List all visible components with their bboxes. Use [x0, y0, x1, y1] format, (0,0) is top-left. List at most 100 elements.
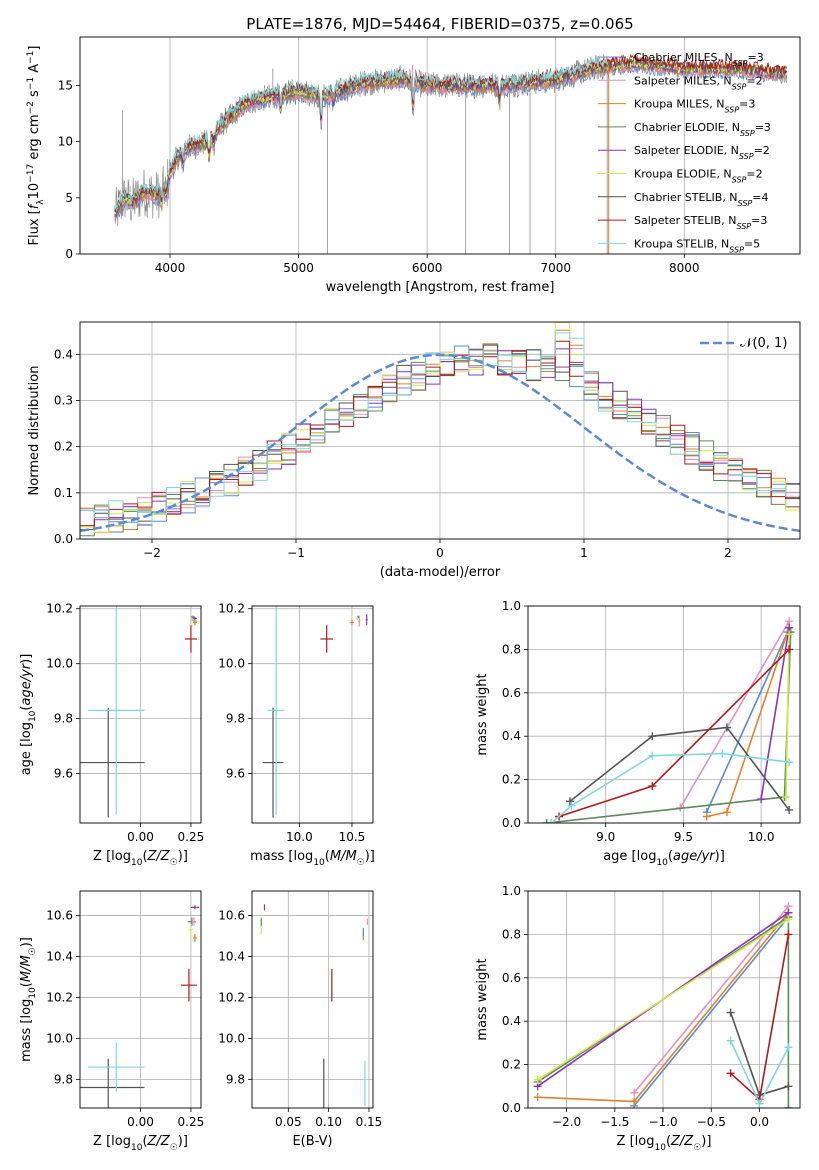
- weight-marker: [782, 792, 791, 801]
- x-tick-label: 5000: [283, 261, 314, 275]
- errorbar-point: [192, 933, 197, 943]
- errorbar-point: [192, 616, 197, 620]
- weight-line-chabrier-stelib: [569, 726, 790, 811]
- x-tick-label: 10.0: [286, 830, 313, 844]
- weight-marker: [785, 805, 794, 814]
- axes-frame: [251, 605, 374, 824]
- y-axis-label: age [log10(age/yr)]: [19, 654, 38, 776]
- weight-marker: [726, 1008, 735, 1017]
- weight-marker: [648, 751, 657, 760]
- errorbar-point: [184, 625, 197, 653]
- weight-marker: [784, 1082, 793, 1091]
- y-tick-label: 9.8: [226, 1072, 245, 1086]
- y-tick-label: 10.6: [46, 909, 73, 923]
- y-tick-label: 10.6: [218, 909, 245, 923]
- errorbar-point: [267, 606, 285, 815]
- x-tick-label: 0.05: [275, 1115, 302, 1129]
- x-axis-label: Z [log10(Z/Z☉)]: [93, 1134, 188, 1153]
- plot-area: [260, 904, 368, 1108]
- x-tick-label: −2.0: [552, 1115, 581, 1129]
- y-tick-label: 9.8: [226, 712, 245, 726]
- x-tick-label: −1.0: [648, 1115, 677, 1129]
- histogram-kroupa-stelib: [80, 332, 800, 525]
- weight-vs-metallicity-panel: −2.0 −1.5 −1.0 −0.5 0.0 0.0 0.2 0.4 0.6 0.8 1.0 Z […: [475, 884, 801, 1153]
- x-axis-label: mass [log10(M/M☉)]: [250, 849, 375, 868]
- histogram-salpeter-stelib: [80, 340, 800, 527]
- x-tick-label: 0.0: [750, 1115, 769, 1129]
- errorbar-point: [356, 616, 359, 620]
- x-axis-label: (data-model)/error: [380, 565, 501, 580]
- weight-line-salpeter-miles: [633, 905, 790, 1094]
- legend-entry: Salpeter MILES, NSSP=2: [634, 74, 763, 91]
- legend-entry: Chabrier ELODIE, NSSP=3: [634, 121, 771, 138]
- x-tick-label: 9.0: [596, 830, 615, 844]
- x-tick-label: −1.5: [600, 1115, 629, 1129]
- y-tick-label: 0.3: [54, 393, 73, 407]
- weight-marker: [648, 782, 657, 791]
- y-tick-label: 10.2: [46, 990, 73, 1004]
- y-tick-label: 0.2: [502, 773, 521, 787]
- x-tick-label: 8000: [669, 261, 700, 275]
- x-tick-label: 0.15: [356, 1115, 383, 1129]
- weight-line-salpeter-elodie: [760, 627, 790, 800]
- weight-marker: [726, 1036, 735, 1045]
- chart-title: PLATE=1876, MJD=54464, FIBERID=0375, z=0…: [246, 15, 633, 33]
- y-tick-label: 0.4: [502, 729, 521, 743]
- legend-entry: Chabrier MILES, NSSP=3: [634, 51, 764, 68]
- weight-marker: [702, 812, 711, 821]
- legend-entry: Chabrier STELIB, NSSP=4: [634, 191, 768, 208]
- x-tick-label: 0: [436, 546, 444, 560]
- y-tick-label: 0.2: [54, 440, 73, 454]
- weight-marker: [784, 1104, 793, 1108]
- spectrum-legend: Chabrier MILES, NSSP=3 Salpeter MILES, NS…: [598, 51, 771, 254]
- x-axis-label: wavelength [Angstrom, rest frame]: [326, 280, 555, 295]
- errorbar-point: [88, 1042, 145, 1092]
- spectrum-panel: 4000 5000 6000 7000 8000 0 5 10 15 PLATE=1876, MJ…: [26, 15, 801, 295]
- errorbar-point: [189, 618, 194, 622]
- axes-frame: [527, 890, 801, 1109]
- y-tick-label: 10.0: [46, 657, 73, 671]
- x-tick-label: 7000: [540, 261, 571, 275]
- x-tick-label: 0.25: [178, 1115, 205, 1129]
- weight-marker: [722, 723, 731, 732]
- weight-marker: [755, 1099, 764, 1108]
- y-tick-label: 1.0: [502, 884, 521, 898]
- x-axis-label: Z [log10(Z/Z☉)]: [617, 1134, 712, 1153]
- weight-line-kroupa-elodie: [785, 634, 790, 798]
- mass-vs-metallicity-panel: 0.00 0.25 9.8 10.0 10.2 10.4 10.6 Z [log10(Z/Z☉…: [19, 890, 205, 1153]
- x-tick-label: 0.00: [127, 830, 154, 844]
- legend-entry: Kroupa ELODIE, NSSP=2: [634, 168, 763, 185]
- errorbar-point: [80, 1058, 145, 1108]
- y-tick-label: 0.1: [54, 486, 73, 500]
- y-tick-label: 15: [58, 78, 73, 92]
- weight-marker: [784, 915, 793, 924]
- weight-marker: [565, 797, 574, 806]
- weight-marker: [630, 1088, 639, 1097]
- weight-marker: [785, 645, 794, 654]
- legend-entry: 𝒩(0, 1): [740, 336, 787, 351]
- y-tick-label: 0.8: [502, 642, 521, 656]
- weight-marker: [533, 1093, 542, 1102]
- y-tick-label: 0.2: [502, 1058, 521, 1072]
- weight-marker: [785, 630, 794, 639]
- weight-marker: [785, 758, 794, 767]
- legend-entry: Salpeter STELIB, NSSP=3: [634, 214, 767, 231]
- y-tick-label: 9.8: [54, 1072, 73, 1086]
- weight-line-chabrier-elodie: [546, 631, 792, 823]
- errorbar-point: [358, 615, 361, 627]
- x-axis-label: age [log10(age/yr)]: [603, 849, 725, 868]
- errorbar-point: [320, 625, 334, 653]
- x-tick-label: 10.0: [748, 830, 775, 844]
- y-tick-label: 10.4: [218, 950, 245, 964]
- axes-frame: [527, 605, 801, 824]
- legend-entry: Kroupa STELIB, NSSP=5: [634, 237, 760, 254]
- y-tick-label: 10: [58, 135, 73, 149]
- axes-frame: [79, 605, 202, 824]
- errorbar-point: [192, 619, 197, 626]
- y-tick-label: 0.6: [502, 971, 521, 985]
- errorbar-point: [88, 606, 145, 815]
- y-tick-label: 10.4: [46, 950, 73, 964]
- plot-area: [114, 53, 787, 254]
- plot-area: [80, 905, 199, 1108]
- y-tick-label: 0.4: [54, 347, 73, 361]
